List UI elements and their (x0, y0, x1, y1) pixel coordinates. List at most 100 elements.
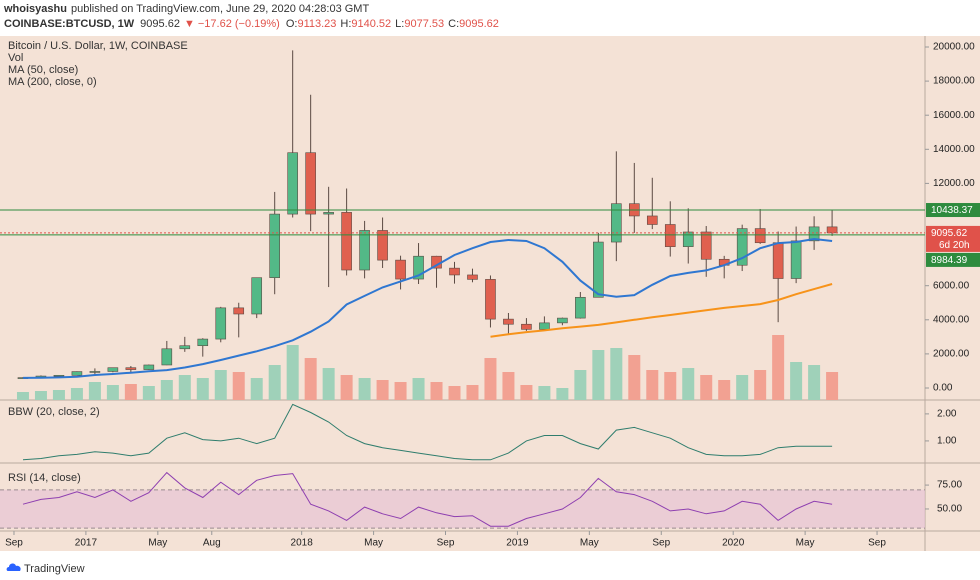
y-tick-label: 1.00 (937, 436, 957, 447)
candle-body (682, 231, 694, 247)
candle-body (197, 338, 209, 347)
logo-icon (6, 563, 21, 571)
volume-bar (520, 385, 533, 400)
candle-body (287, 152, 298, 215)
ohlc-label: H: (340, 18, 351, 30)
volume-bar (682, 368, 695, 400)
candle-body (808, 226, 820, 242)
volume-bar (700, 375, 713, 400)
volume-bar (322, 368, 335, 400)
candle-body (341, 212, 352, 271)
volume-bar (646, 370, 659, 400)
x-tick-label: May (580, 538, 599, 549)
candle-body (521, 323, 532, 330)
ohlc-value: 9077.53 (404, 18, 444, 30)
candle-body (89, 371, 101, 373)
header-line: whoisyashu published on TradingView.com, … (3, 3, 369, 15)
price-label-box (926, 252, 980, 267)
volume-bar (304, 358, 317, 400)
candle-body (467, 274, 478, 280)
symbol: COINBASE:BTCUSD, 1W (4, 18, 135, 30)
volume-bar (610, 348, 623, 400)
volume-bar (106, 385, 119, 400)
candle-body (251, 277, 263, 315)
x-tick-label: May (148, 538, 167, 549)
candle-body (269, 213, 280, 278)
volume-bar (376, 380, 389, 400)
candle-body (790, 240, 802, 279)
volume-bar (286, 345, 299, 400)
candle-body (485, 279, 496, 320)
indicator-line (22, 471, 833, 527)
legend-entry: MA (200, close, 0) (8, 76, 97, 88)
candle-body (557, 317, 568, 324)
legend-entry: MA (50, close) (8, 64, 78, 76)
rsi-band (0, 489, 925, 529)
moving-average (490, 283, 833, 338)
y-tick-label: 14000.00 (933, 144, 975, 155)
y-tick-label: 20000.00 (933, 42, 975, 53)
candle-body (772, 242, 784, 279)
moving-average (22, 237, 833, 379)
candle-body (125, 367, 137, 370)
y-tick-label: 50.00 (937, 504, 962, 515)
indicator-line (22, 403, 833, 461)
ohlc-label: C: (448, 18, 459, 30)
pane-title: Bitcoin / U.S. Dollar, 1W, COINBASE (8, 40, 188, 52)
pane-title: BBW (20, close, 2) (8, 406, 100, 418)
author: whoisyashu (3, 3, 67, 15)
price-label-box (926, 203, 980, 218)
volume-bar (430, 382, 443, 400)
x-tick-label: Aug (203, 538, 221, 549)
candle-body (593, 241, 604, 298)
candle-body (539, 322, 550, 330)
candle-body (143, 364, 155, 370)
y-tick-label: 18000.00 (933, 76, 975, 87)
ohlc-value: 9140.52 (351, 18, 391, 30)
ohlc-label: L: (395, 18, 404, 30)
candle-body (107, 367, 119, 372)
x-tick-label: 2017 (75, 538, 98, 549)
volume-bar (34, 391, 47, 400)
x-tick-label: 2020 (722, 538, 745, 549)
y-tick-label: 2000.00 (933, 349, 970, 360)
volume-bar (142, 386, 155, 400)
volume-bar (16, 392, 29, 400)
volume-bar (214, 370, 227, 400)
candle-body (664, 224, 676, 247)
volume-bar (484, 358, 497, 400)
price-label: 8984.39 (931, 255, 968, 266)
volume-bar (358, 378, 371, 400)
y-tick-label: 6000.00 (933, 280, 970, 291)
volume-bar (502, 372, 515, 400)
volume-bar (196, 378, 209, 400)
candle-body (413, 255, 424, 280)
volume-bar (628, 355, 641, 400)
volume-bar (88, 382, 101, 400)
y-tick-label: 2.00 (937, 409, 957, 420)
candle-body (754, 228, 766, 244)
volume-bar (808, 365, 821, 400)
volume-bar (826, 372, 839, 400)
y-tick-label: 12000.00 (933, 178, 975, 189)
y-tick-label: 0.00 (933, 383, 953, 394)
candle-body (161, 348, 173, 366)
price-change: ▼ −17.62 (−0.19%) (184, 18, 280, 30)
volume-bar (538, 386, 551, 400)
candle-body (323, 212, 334, 215)
candle-body (71, 371, 83, 376)
candle-body (826, 226, 838, 234)
brand-logo (6, 563, 21, 571)
candle-body (736, 228, 748, 266)
volume-bar (124, 384, 137, 400)
candle-body (700, 231, 712, 260)
volume-bar (52, 390, 65, 400)
volume-bar (394, 382, 407, 400)
y-tick-label: 4000.00 (933, 314, 970, 325)
y-tick-label: 75.00 (937, 480, 962, 491)
volume-bar (736, 375, 749, 400)
published: published on TradingView.com, June 29, 2… (71, 3, 369, 15)
brand: TradingView (24, 563, 85, 575)
